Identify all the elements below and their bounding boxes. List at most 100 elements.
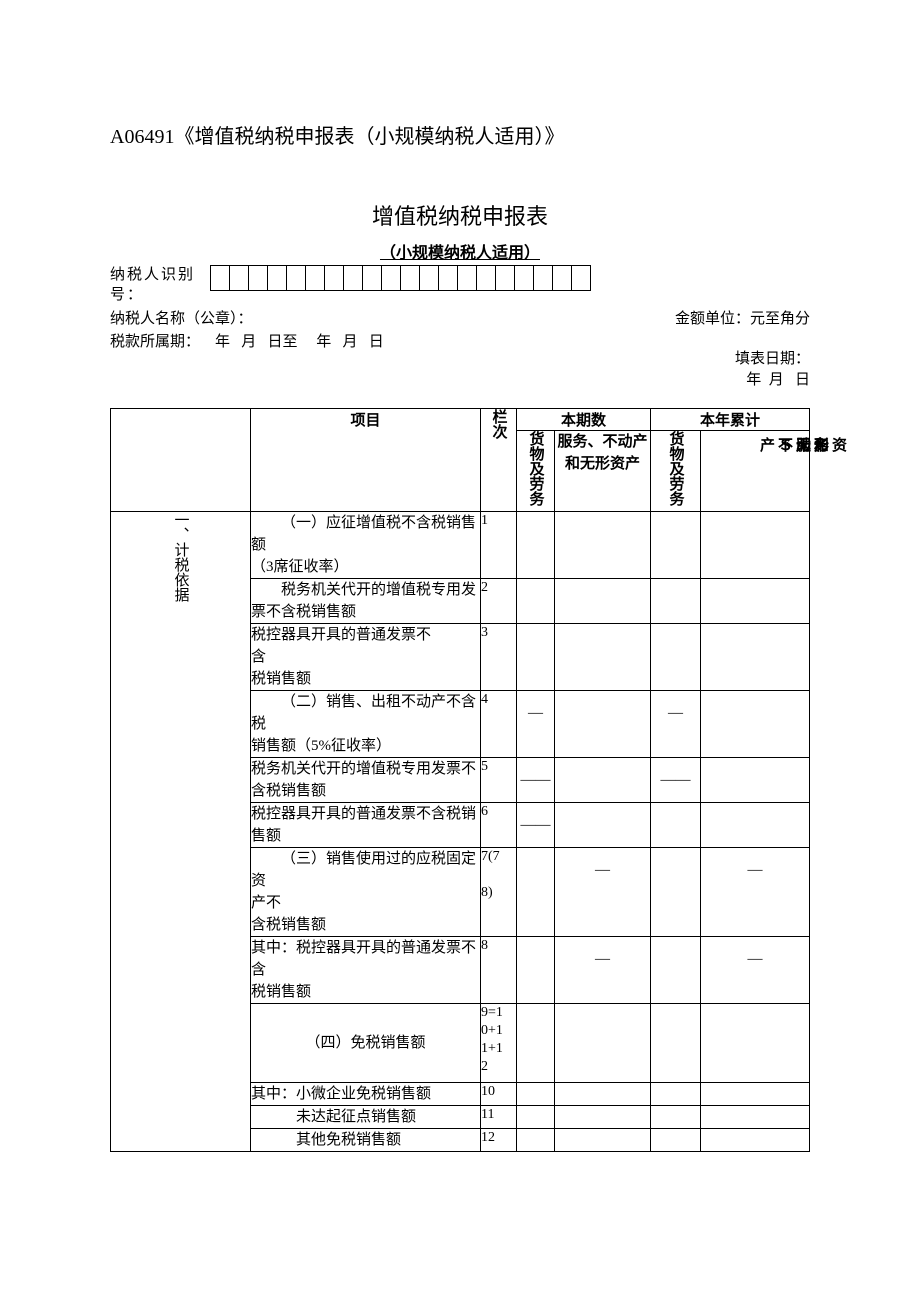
- data-cell: [555, 579, 651, 624]
- hdr-ytd: 本年累计: [651, 409, 810, 431]
- fill-date-value: 年 月 日: [735, 372, 810, 388]
- id-box: [248, 265, 268, 291]
- table-body: 一、计税依据（一）应征增值税不含税销售额（3席征收率）1税务机关代开的增值税专用…: [111, 512, 810, 1152]
- data-cell: [651, 848, 701, 937]
- doc-title: A06491《增值税纳税申报表（小规模纳税人适用）》: [110, 120, 810, 149]
- line-no-cell: 11: [481, 1106, 517, 1129]
- period-prefix: 税款所属期：: [110, 330, 200, 406]
- line-no-cell: 9=10+11+12: [481, 1004, 517, 1083]
- id-box: [324, 265, 344, 291]
- data-cell: [701, 691, 810, 758]
- id-box: [495, 265, 515, 291]
- period-from: 年 月 日至: [200, 330, 298, 406]
- data-cell: [651, 937, 701, 1004]
- id-box: [229, 265, 249, 291]
- table-header-row-1: 项目 栏次 本期数 本年累计: [111, 409, 810, 431]
- period-row: 税款所属期： 年 月 日至 年 月 日 填表日期： 年 月 日: [110, 330, 810, 406]
- id-box: [343, 265, 363, 291]
- item-cell: （四）免税销售额: [251, 1004, 481, 1083]
- item-cell: 税务机关代开的增值税专用发票不含税销售额: [251, 579, 481, 624]
- data-cell: [701, 1083, 810, 1106]
- data-cell: [517, 848, 555, 937]
- line-no-cell: 1: [481, 512, 517, 579]
- data-cell: [701, 1004, 810, 1083]
- data-cell: [517, 1004, 555, 1083]
- hdr-current: 本期数: [517, 409, 651, 431]
- data-cell: [517, 1106, 555, 1129]
- id-box: [533, 265, 553, 291]
- amount-unit: 金额单位：元至角分: [675, 307, 810, 328]
- taxpayer-id-boxes: [210, 265, 591, 291]
- data-cell: [651, 1083, 701, 1106]
- hdr-line-no: 栏次: [481, 409, 517, 512]
- data-cell: [651, 579, 701, 624]
- data-cell: —: [701, 937, 810, 1004]
- data-cell: [555, 624, 651, 691]
- data-cell: [701, 1129, 810, 1152]
- data-cell: [555, 758, 651, 803]
- id-box: [267, 265, 287, 291]
- hdr-ytd-services: 无Ｓ产 形服不 资务动 和: [701, 431, 810, 512]
- line-no-cell: 3: [481, 624, 517, 691]
- hdr-ytd-goods: 货物及劳务: [651, 431, 701, 512]
- data-cell: —: [517, 691, 555, 758]
- data-cell: [517, 1083, 555, 1106]
- id-box: [400, 265, 420, 291]
- id-box: [438, 265, 458, 291]
- id-box: [286, 265, 306, 291]
- taxpayer-name-label: 纳税人名称（公章）：: [110, 307, 253, 328]
- section-cell: 一、计税依据: [111, 512, 251, 1152]
- data-cell: [517, 624, 555, 691]
- data-cell: [701, 803, 810, 848]
- id-box: [476, 265, 496, 291]
- line-no-cell: 2: [481, 579, 517, 624]
- item-cell: 税控器具开具的普通发票不含税销售额: [251, 624, 481, 691]
- data-cell: —: [651, 691, 701, 758]
- taxpayer-id-row: 纳税人识别号：: [110, 265, 810, 305]
- id-box: [514, 265, 534, 291]
- id-box: [381, 265, 401, 291]
- data-cell: [701, 579, 810, 624]
- item-cell: 其中：税控器具开具的普通发票不含税销售额: [251, 937, 481, 1004]
- id-box: [305, 265, 325, 291]
- data-cell: [555, 1083, 651, 1106]
- id-box: [210, 265, 230, 291]
- hdr-item: 项目: [251, 409, 481, 512]
- data-cell: [517, 1129, 555, 1152]
- item-cell: 未达起征点销售额: [251, 1106, 481, 1129]
- item-cell: 税务机关代开的增值税专用发票不含税销售额: [251, 758, 481, 803]
- data-cell: [555, 1004, 651, 1083]
- data-cell: [701, 512, 810, 579]
- data-cell: —: [701, 848, 810, 937]
- data-cell: —: [555, 848, 651, 937]
- data-cell: [651, 1106, 701, 1129]
- data-cell: [555, 1106, 651, 1129]
- fill-date-label: 填表日期：: [735, 351, 810, 367]
- data-cell: [555, 691, 651, 758]
- id-box: [571, 265, 591, 291]
- tax-table: 项目 栏次 本期数 本年累计 货物及劳务 服务、不动产和无形资产 货物及劳务 无…: [110, 408, 810, 1152]
- line-no-cell: 12: [481, 1129, 517, 1152]
- data-cell: [651, 1004, 701, 1083]
- period-to: 年 月 日: [298, 330, 384, 406]
- hdr-blank: [111, 409, 251, 512]
- id-box: [362, 265, 382, 291]
- line-no-cell: 10: [481, 1083, 517, 1106]
- data-cell: ——: [517, 803, 555, 848]
- name-row: 纳税人名称（公章）： 金额单位：元至角分: [110, 307, 810, 328]
- data-cell: ——: [651, 758, 701, 803]
- item-cell: （一）应征增值税不含税销售额（3席征收率）: [251, 512, 481, 579]
- line-no-cell: 8: [481, 937, 517, 1004]
- data-cell: [651, 1129, 701, 1152]
- item-cell: 其中：小微企业免税销售额: [251, 1083, 481, 1106]
- line-no-cell: 7(78): [481, 848, 517, 937]
- item-cell: 其他免税销售额: [251, 1129, 481, 1152]
- taxpayer-id-label: 纳税人识别号：: [110, 265, 210, 305]
- data-cell: [555, 512, 651, 579]
- data-cell: [701, 1106, 810, 1129]
- data-cell: [651, 803, 701, 848]
- hdr-cur-goods: 货物及劳务: [517, 431, 555, 512]
- line-no-cell: 5: [481, 758, 517, 803]
- table-row: 一、计税依据（一）应征增值税不含税销售额（3席征收率）1: [111, 512, 810, 579]
- data-cell: [517, 579, 555, 624]
